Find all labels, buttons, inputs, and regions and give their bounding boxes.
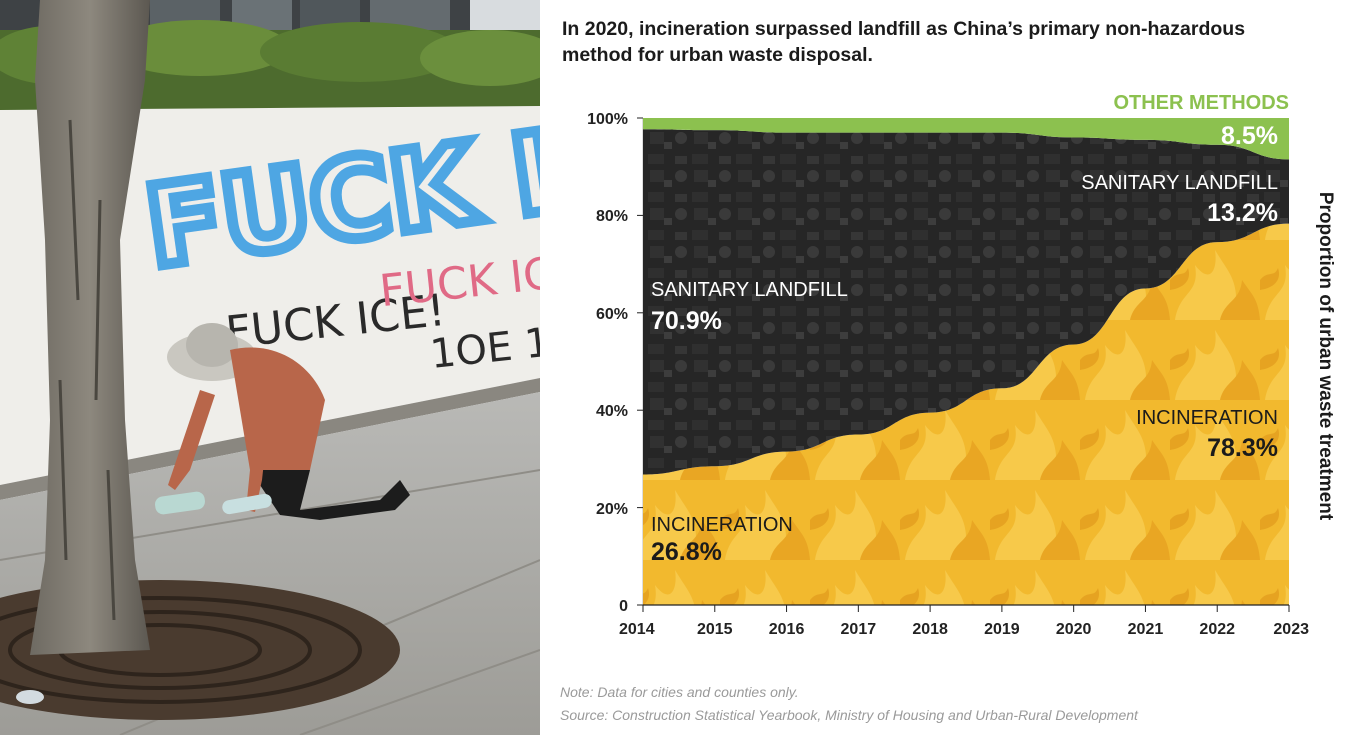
tree-trunk [30,0,150,655]
x-tick-label: 2018 [912,621,948,638]
stacked-area-chart: 0 20% 40% 60% 80% 100% 2014 2015 2016 2017 2… [587,92,1336,638]
annotation-value-other-methods: 8.5% [1221,122,1278,150]
x-tick-label: 2016 [769,621,805,638]
chart-note: Note: Data for cities and counties only. [560,684,799,700]
annotation-value-sanitary-landfill-2014: 70.9% [651,307,722,335]
annotation-label-sanitary-landfill-2014: SANITARY LANDFILL [651,279,848,301]
area-annotations: OTHER METHODS 8.5% SANITARY LANDFILL 13.… [651,92,1289,566]
street-photo: FUCK ICE! FUCK ICE! FUCK ICE 1OE 16 [0,0,540,735]
annotation-value-sanitary-landfill-2023: 13.2% [1207,199,1278,227]
x-tick-label: 2017 [841,621,877,638]
x-tick-label: 2021 [1128,621,1164,638]
chart-panel: In 2020, incineration surpassed landfill… [540,0,1350,735]
annotation-label-incineration-2014: INCINERATION [651,514,793,536]
annotation-label-other-methods: OTHER METHODS [1113,92,1289,114]
x-tick-label: 2015 [697,621,733,638]
annotation-label-incineration-2023: INCINERATION [1136,407,1278,429]
area-other-methods [643,118,1289,160]
x-tick-label: 2014 [619,621,655,638]
annotation-label-sanitary-landfill-2023: SANITARY LANDFILL [1081,172,1278,194]
x-axis: 2014 2015 2016 2017 2018 2019 2020 2021 2022 2023 [619,604,1309,638]
area-incineration [643,223,1289,605]
x-tick-label: 2023 [1273,621,1309,638]
y-axis: 0 20% 40% 60% 80% 100% [587,111,644,615]
photo-scene: FUCK ICE! FUCK ICE! FUCK ICE 1OE 16 [0,0,540,735]
annotation-value-incineration-2014: 26.8% [651,538,722,566]
x-tick-label: 2020 [1056,621,1092,638]
area-sanitary-landfill [643,129,1289,475]
chart-source: Source: Construction Statistical Yearboo… [560,707,1138,723]
y-tick-label: 60% [596,306,628,323]
trousers [250,470,410,520]
boarded-wall [0,106,540,485]
chart-headline: In 2020, incineration surpassed landfill… [562,18,1246,66]
y-tick-label: 0 [619,598,628,615]
y-axis-title: Proportion of urban waste treatment [1315,192,1336,521]
plastic-bottle [155,491,205,515]
y-tick-label: 80% [596,208,628,225]
y-tick-label: 100% [587,111,628,128]
y-tick-label: 20% [596,501,628,518]
area-layers [643,118,1289,605]
x-tick-label: 2019 [984,621,1020,638]
annotation-value-incineration-2023: 78.3% [1207,434,1278,462]
x-tick-label: 2022 [1199,621,1235,638]
y-tick-label: 40% [596,403,628,420]
